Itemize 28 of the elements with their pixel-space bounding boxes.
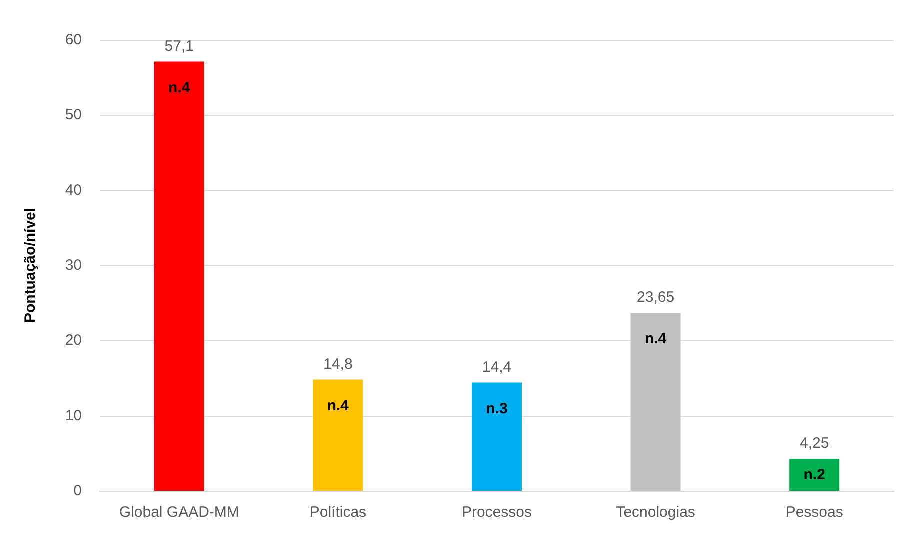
data-label: 4,25 bbox=[800, 435, 830, 452]
bar bbox=[630, 313, 681, 491]
annotation: n.3 bbox=[486, 400, 508, 418]
data-label: 14,4 bbox=[482, 358, 512, 376]
y-tick-label: 0 bbox=[74, 482, 82, 500]
y-axis-title: Pontuação/nível bbox=[22, 208, 39, 324]
x-tick-label: Processos bbox=[462, 504, 532, 521]
bar bbox=[313, 380, 364, 491]
y-tick-label: 40 bbox=[65, 182, 82, 199]
y-tick-label: 20 bbox=[65, 332, 82, 350]
x-tick-label: Pessoas bbox=[786, 504, 844, 521]
bar bbox=[472, 382, 522, 491]
x-tick-label: Políticas bbox=[310, 504, 367, 521]
data-label: 57,1 bbox=[164, 38, 194, 55]
bar bbox=[790, 459, 840, 491]
data-label: 14,8 bbox=[324, 356, 353, 373]
y-tick-label: 50 bbox=[65, 106, 82, 124]
bar bbox=[154, 62, 204, 491]
annotation: n.4 bbox=[327, 397, 350, 414]
x-tick-label: Global GAAD-MM bbox=[119, 504, 240, 521]
annotation: n.2 bbox=[804, 466, 826, 484]
y-tick-label: 10 bbox=[65, 407, 82, 424]
x-tick-label: Tecnologias bbox=[616, 504, 696, 521]
annotation: n.4 bbox=[644, 330, 668, 348]
y-tick-label: 60 bbox=[65, 32, 82, 48]
annotation: n.4 bbox=[168, 79, 191, 96]
data-label: 23,65 bbox=[637, 289, 675, 306]
y-tick-label: 30 bbox=[65, 257, 82, 274]
